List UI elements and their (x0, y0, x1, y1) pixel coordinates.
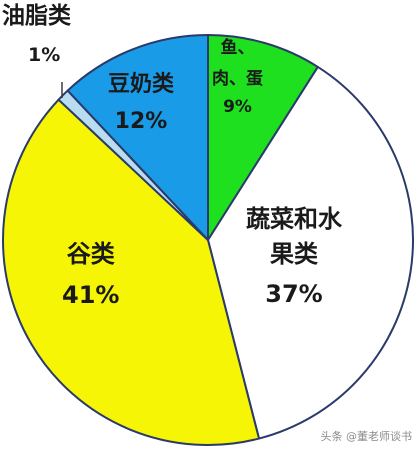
label-meat-line1: 鱼、 (220, 38, 255, 58)
label-meat: 鱼、 肉、蛋 9% (212, 38, 263, 118)
label-meat-line2: 肉、蛋 (212, 68, 263, 89)
label-vegetable-line1: 蔬菜和水 (246, 205, 342, 233)
label-oil: 油脂类 1% (2, 2, 71, 67)
slice-grain (2, 98, 260, 446)
slice-vegetable (207, 65, 414, 440)
label-oil-percent: 1% (28, 44, 61, 67)
label-dairy-percent: 12% (114, 108, 168, 134)
label-dairy: 豆奶类 12% (108, 72, 174, 136)
label-vegetable: 蔬菜和水 果类 37% (246, 205, 342, 309)
slice-meat (207, 34, 319, 241)
label-vegetable-line2: 果类 (270, 240, 318, 269)
label-grain-percent: 41% (62, 281, 120, 310)
label-dairy-name: 豆奶类 (108, 72, 175, 97)
label-meat-percent: 9% (223, 97, 252, 118)
label-oil-name: 油脂类 (2, 3, 71, 29)
label-grain-name: 谷类 (66, 240, 115, 268)
label-vegetable-percent: 37% (265, 279, 323, 308)
slice-dairy (66, 34, 209, 241)
label-grain: 谷类 41% (62, 240, 119, 311)
watermark: 头条 @董老师谈书 (320, 430, 413, 443)
